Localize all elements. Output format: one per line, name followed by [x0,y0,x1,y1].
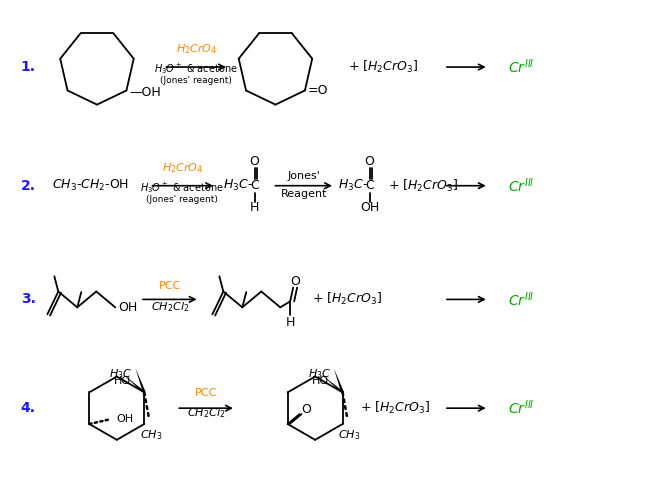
Text: $Cr^{III}$: $Cr^{III}$ [508,399,535,417]
Text: OH: OH [116,414,133,424]
Text: H: H [285,316,295,329]
Polygon shape [123,375,144,394]
Text: O: O [301,402,311,416]
Text: O: O [250,155,260,168]
Text: 4.: 4. [21,401,36,415]
Text: $Cr^{III}$: $Cr^{III}$ [508,58,535,76]
Text: —OH: —OH [129,86,161,99]
Text: + [$H_2CrO_3$]: + [$H_2CrO_3$] [359,400,430,416]
Text: 1.: 1. [21,60,36,74]
Text: $CH_3$-$CH_2$-OH: $CH_3$-$CH_2$-OH [52,178,130,193]
Text: HO: HO [113,376,130,386]
Text: 2.: 2. [21,179,36,193]
Text: $CH_3$: $CH_3$ [140,428,162,442]
Text: $Cr^{III}$: $Cr^{III}$ [508,290,535,309]
Text: PCC: PCC [159,281,181,291]
Text: OH: OH [360,201,379,214]
Text: + [$H_2CrO_3$]: + [$H_2CrO_3$] [312,292,382,307]
Text: $H_3O^+$ & acetone: $H_3O^+$ & acetone [140,180,224,195]
Text: O: O [365,155,375,168]
Text: C: C [250,179,259,192]
Text: 3.: 3. [21,293,36,306]
Text: + [$H_2CrO_3$]: + [$H_2CrO_3$] [387,178,457,194]
Text: $H_3C$-: $H_3C$- [223,178,253,193]
Text: $CH_3$: $CH_3$ [338,428,361,442]
Text: $H_2CrO_4$: $H_2CrO_4$ [162,161,203,175]
Text: Reagent: Reagent [281,189,328,198]
Text: (Jones' reagent): (Jones' reagent) [160,76,232,86]
Text: PCC: PCC [195,389,217,398]
Polygon shape [321,375,343,394]
Text: $CH_2Cl_2$: $CH_2Cl_2$ [187,406,225,420]
Text: $H_2CrO_4$: $H_2CrO_4$ [175,43,216,56]
Text: HO: HO [312,376,329,386]
Text: O: O [290,275,300,288]
Text: (Jones' reagent): (Jones' reagent) [146,195,218,204]
Text: $Cr^{III}$: $Cr^{III}$ [508,176,535,195]
Text: + [$H_2CrO_3$]: + [$H_2CrO_3$] [348,59,418,75]
Text: $H_3C$-: $H_3C$- [338,178,368,193]
Text: $CH_2Cl_2$: $CH_2Cl_2$ [150,300,189,314]
Text: =O: =O [308,84,328,97]
Text: C: C [365,179,374,192]
Text: Jones': Jones' [288,171,320,181]
Text: H: H [250,201,260,214]
Text: $H_3O^+$ & acetone: $H_3O^+$ & acetone [154,61,238,76]
Text: $H_3C$: $H_3C$ [308,368,331,382]
Polygon shape [136,368,146,393]
Text: $H_3C$: $H_3C$ [109,368,132,382]
Polygon shape [334,368,344,393]
Text: OH: OH [118,301,138,314]
